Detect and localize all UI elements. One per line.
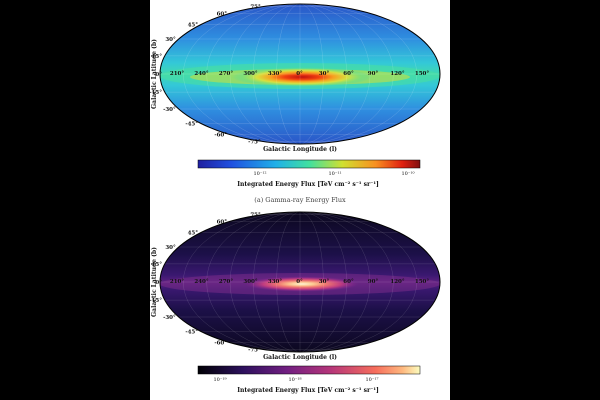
lon-tick-label: 120° (390, 279, 404, 285)
lon-tick-label: 60° (343, 279, 354, 285)
lat-tick-label: 60° (217, 11, 228, 17)
gamma-ylabel: Galactic Latitude (b) (151, 39, 158, 109)
neutrino-ylabel: Galactic Latitude (b) (151, 247, 158, 317)
gamma-xlabel: Galactic Longitude (l) (263, 146, 337, 153)
lon-tick-label: 30° (319, 279, 330, 285)
gamma-colorbar-label: Integrated Energy Flux [TeV cm⁻² s⁻¹ sr⁻… (237, 181, 379, 188)
lat-tick-label: 0° (155, 280, 162, 286)
gamma-cb-tick-2: 10⁻¹⁰ (401, 171, 414, 177)
lat-tick-label: -60° (214, 133, 227, 139)
neutrino-cb-tick-0: 10⁻¹⁹ (213, 377, 226, 383)
lat-tick-label: 45° (188, 231, 199, 237)
lon-tick-label: 300° (243, 279, 257, 285)
lat-tick-label: -30° (163, 315, 176, 321)
lon-tick-label: 0° (296, 279, 303, 285)
lat-tick-label: 30° (165, 37, 176, 43)
neutrino-sky-map (159, 211, 441, 353)
figure: 210° 240° 270° 300° 330° 0° 30° 60° 90° 120° 150° … (150, 3, 441, 394)
gamma-lon-tick-labels: 210° 240° 270° 300° 330° 0° 30° 60° 90° 120° 150° (170, 71, 429, 77)
lat-tick-label: 60° (217, 219, 228, 225)
lon-tick-label: 210° (170, 71, 184, 77)
graticule-lon-line (276, 212, 324, 352)
lon-tick-label: 0° (296, 71, 303, 77)
lon-tick-label: 270° (219, 279, 233, 285)
gamma-cb-tick-1: 10⁻¹¹ (328, 171, 341, 177)
lat-tick-label: 15° (152, 54, 163, 60)
neutrino-colorbar-label: Integrated Energy Flux [TeV cm⁻² s⁻¹ sr⁻… (237, 387, 379, 394)
graticule-lon-line (206, 4, 394, 144)
lat-tick-label: 30° (165, 245, 176, 251)
lon-tick-label: 60° (343, 71, 354, 77)
lon-tick-label: 240° (194, 279, 208, 285)
lon-tick-label: 300° (243, 71, 257, 77)
graticule-lon-line (253, 212, 347, 352)
lon-tick-label: 240° (194, 71, 208, 77)
neutrino-cb-tick-2: 10⁻¹⁷ (365, 377, 378, 383)
gamma-lat-tick-labels: 75° 60° 45° 30° 15° 0° -15° -30° -45° -60° -75° (150, 4, 261, 145)
neutrino-lon-tick-labels: 210° 240° 270° 300° 330° 0° 30° 60° 90° 120° 150° (170, 279, 429, 285)
neutrino-colorbar (197, 365, 421, 375)
graticule-lon-line (229, 4, 371, 144)
lat-tick-label: 15° (152, 262, 163, 268)
lat-tick-label: 45° (188, 23, 199, 29)
lon-tick-label: 330° (268, 279, 282, 285)
neutrino-cb-tick-1: 10⁻¹⁸ (288, 377, 301, 383)
graticule-lon-line (253, 4, 347, 144)
lat-tick-label: -15° (150, 298, 162, 304)
graticule-lon-line (183, 4, 417, 144)
lon-tick-label: 210° (170, 279, 184, 285)
gamma-caption: (a) Gamma-ray Energy Flux (254, 196, 346, 204)
lat-tick-label: -75° (248, 140, 261, 146)
lon-tick-label: 90° (368, 71, 379, 77)
graticule-lon-line (206, 212, 394, 352)
lat-tick-label: -60° (214, 341, 227, 347)
graticule-lon-line (183, 212, 417, 352)
lon-tick-label: 90° (368, 279, 379, 285)
lon-tick-label: 150° (415, 71, 429, 77)
neutrino-xlabel: Galactic Longitude (l) (263, 354, 337, 361)
lat-tick-label: -30° (163, 107, 176, 113)
lon-tick-label: 330° (268, 71, 282, 77)
lat-tick-label: -45° (185, 329, 198, 335)
gamma-sky-map (159, 3, 441, 145)
graticule-lon-line (276, 4, 324, 144)
lat-tick-label: -75° (248, 348, 261, 354)
lon-tick-label: 120° (390, 71, 404, 77)
gamma-colorbar (197, 159, 421, 169)
lon-tick-label: 30° (319, 71, 330, 77)
lat-tick-label: 0° (155, 72, 162, 78)
lat-tick-label: 75° (250, 4, 261, 10)
lat-tick-label: -15° (150, 90, 162, 96)
lat-tick-label: 75° (250, 212, 261, 218)
lat-tick-label: -45° (185, 121, 198, 127)
graticule-lon-line (229, 212, 371, 352)
lon-tick-label: 150° (415, 279, 429, 285)
lon-tick-label: 270° (219, 71, 233, 77)
gamma-cb-tick-0: 10⁻¹² (253, 171, 266, 177)
paper-page: 210° 240° 270° 300° 330° 0° 30° 60° 90° 120° 150° … (150, 0, 450, 400)
neutrino-lat-tick-labels: 75° 60° 45° 30° 15° 0° -15° -30° -45° -60° -75° (150, 212, 261, 353)
